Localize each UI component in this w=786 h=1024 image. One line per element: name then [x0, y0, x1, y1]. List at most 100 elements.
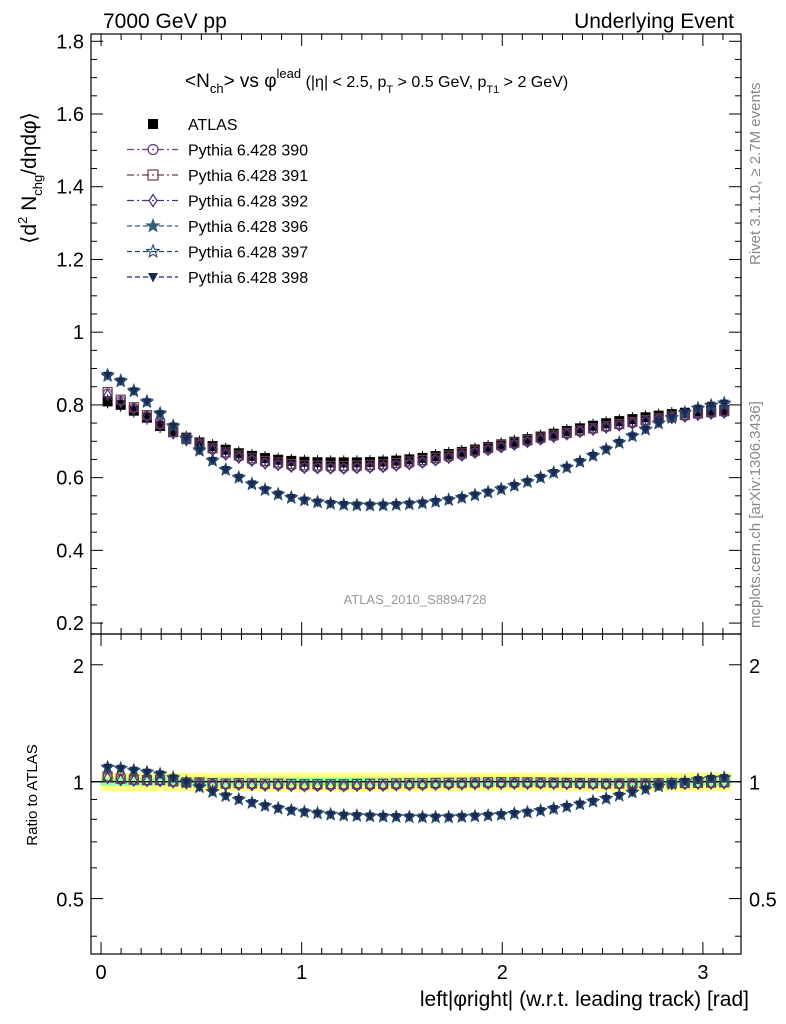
- ratio-point: [693, 776, 703, 785]
- legend-entry: Pythia 6.428 396: [127, 217, 308, 236]
- ratio-point: [667, 780, 677, 789]
- mc-point: [614, 439, 624, 448]
- mc-point: [444, 451, 454, 465]
- ratio-point: [614, 791, 624, 801]
- mc-point: [719, 399, 729, 409]
- ratio-point: [496, 777, 506, 791]
- ratio-point: [208, 788, 218, 797]
- mc-point: [483, 488, 493, 498]
- atlas-point: [194, 437, 205, 448]
- ratio-point: [522, 808, 532, 818]
- mc-point: [457, 449, 467, 462]
- ratio-point: [417, 813, 427, 823]
- legend-label: Pythia 6.428 391: [188, 168, 308, 185]
- mc-point: [456, 448, 467, 459]
- ratio-point: [523, 777, 532, 791]
- atlas-point: [456, 446, 467, 457]
- ratio-point: [365, 779, 375, 793]
- ratio-point: [588, 797, 598, 807]
- atlas-point: [483, 442, 494, 453]
- mc-point: [706, 401, 716, 411]
- mc-point: [496, 440, 507, 451]
- mc-point: [431, 453, 440, 467]
- ratio-series-pythia-6-428-398: [103, 763, 729, 823]
- atlas-point: [207, 441, 218, 452]
- x-tick-label: 3: [697, 962, 708, 984]
- ratio-point: [247, 778, 257, 792]
- ratio-point: [352, 812, 362, 821]
- mc-point: [116, 377, 126, 387]
- mc-point: [482, 442, 494, 453]
- mc-point: [391, 501, 401, 510]
- mc-point: [299, 460, 310, 471]
- mc-point: [391, 457, 402, 469]
- mc-point: [588, 451, 598, 461]
- ratio-point: [299, 808, 309, 817]
- legend-label: Pythia 6.428 390: [188, 143, 308, 160]
- mc-point: [260, 457, 270, 470]
- legend-marker: [148, 273, 158, 283]
- ratio-point: [470, 812, 480, 822]
- ratio-point: [273, 779, 283, 792]
- atlas-point: [548, 428, 559, 439]
- ratio-point: [418, 778, 427, 792]
- legend-entry: Pythia 6.428 390: [127, 143, 308, 160]
- ratio-point: [627, 788, 637, 798]
- mc-point: [378, 460, 388, 474]
- mc-point: [654, 419, 664, 429]
- mc-point: [142, 410, 152, 424]
- mc-point: [641, 425, 651, 435]
- mc-point: [443, 450, 454, 461]
- ratio-point: [391, 813, 401, 822]
- mc-point: [404, 456, 415, 467]
- ratio-point: [116, 773, 126, 787]
- mc-point: [522, 478, 532, 487]
- ratio-point: [234, 795, 244, 805]
- mc-point: [155, 418, 165, 432]
- atlas-point: [706, 405, 717, 416]
- mc-point: [312, 460, 323, 471]
- ratio-y-tick-label-right: 0.5: [749, 890, 777, 912]
- atlas-point: [469, 444, 480, 455]
- mc-point: [470, 491, 480, 501]
- mc-point: [417, 455, 428, 466]
- atlas-point: [443, 449, 454, 460]
- x-axis-label: left|φright| (w.r.t. leading track) [rad…: [420, 988, 749, 1011]
- legend-label: Pythia 6.428 392: [188, 194, 308, 211]
- mc-point: [404, 500, 414, 509]
- legend-marker: [147, 143, 159, 156]
- ratio-y-tick-label: 0.5: [56, 890, 84, 912]
- x-tick-labels: 0 1 2 3: [95, 962, 708, 984]
- mc-point: [313, 461, 322, 475]
- mc-point: [181, 434, 191, 444]
- mc-point: [601, 445, 611, 455]
- mc-point: [509, 437, 520, 448]
- mc-point: [365, 501, 375, 511]
- ratio-point: [273, 804, 283, 814]
- atlas-point: [496, 439, 507, 450]
- atlas-point: [574, 423, 585, 434]
- mc-point: [364, 459, 376, 471]
- atlas-point: [509, 436, 520, 447]
- ratio-point: [470, 777, 480, 791]
- ratio-point: [444, 777, 454, 791]
- mc-point: [325, 460, 336, 471]
- atlas-point: [522, 434, 533, 445]
- legend-label: Pythia 6.428 396: [188, 219, 308, 236]
- ratio-point: [313, 779, 322, 793]
- mc-point: [483, 443, 493, 457]
- mc-point: [155, 410, 165, 419]
- mc-point: [103, 388, 112, 402]
- panel-title: <Nch> vs φlead (|η| < 2.5, pT > 0.5 GeV,…: [185, 66, 568, 96]
- ratio-point: [575, 777, 585, 791]
- atlas-point: [561, 425, 572, 436]
- mc-point: [523, 435, 532, 449]
- mc-point: [208, 456, 218, 466]
- ratio-point: [352, 779, 362, 793]
- mc-point: [103, 371, 113, 381]
- mc-point: [405, 457, 414, 471]
- ratio-y-tick-label: 1: [73, 773, 84, 795]
- ratio-point: [326, 779, 335, 793]
- ratio-y-tick-label-right: 2: [749, 656, 760, 678]
